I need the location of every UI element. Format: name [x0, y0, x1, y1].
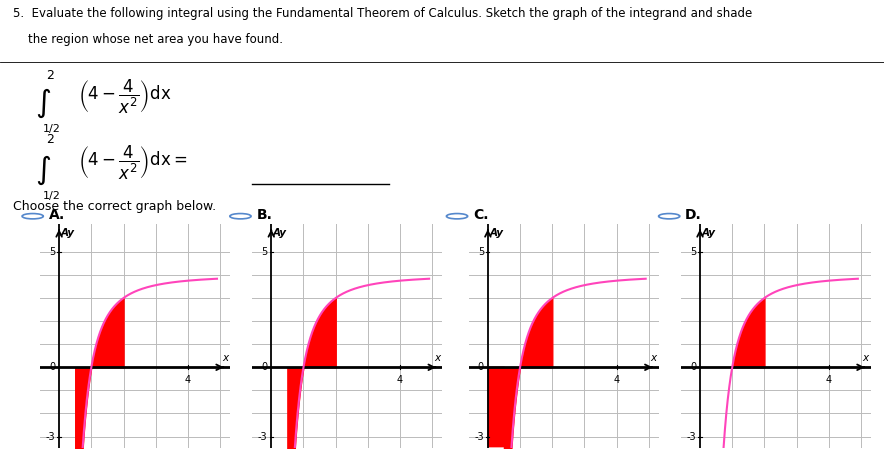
Text: 1/2: 1/2 — [42, 191, 60, 201]
Text: 0: 0 — [50, 362, 55, 372]
Text: 2: 2 — [46, 69, 54, 82]
Text: 4: 4 — [185, 375, 191, 385]
Text: 4: 4 — [613, 375, 620, 385]
Text: Ay: Ay — [490, 228, 504, 238]
Text: 4: 4 — [397, 375, 403, 385]
Text: -3: -3 — [46, 432, 55, 442]
Text: 0: 0 — [478, 362, 484, 372]
Text: 0: 0 — [262, 362, 267, 372]
Text: -3: -3 — [687, 432, 696, 442]
Text: $\left(4-\dfrac{4}{x^2}\right){\rm dx} = $: $\left(4-\dfrac{4}{x^2}\right){\rm dx} =… — [78, 144, 187, 182]
Text: Choose the correct graph below.: Choose the correct graph below. — [13, 200, 217, 213]
Text: C.: C. — [473, 208, 489, 222]
Text: 0: 0 — [690, 362, 696, 372]
Text: 5: 5 — [261, 247, 267, 257]
Text: -3: -3 — [258, 432, 267, 442]
Text: ∫: ∫ — [35, 155, 51, 184]
Text: Ay: Ay — [61, 228, 75, 238]
Text: A.: A. — [49, 208, 65, 222]
Text: B.: B. — [256, 208, 272, 222]
Text: x: x — [651, 353, 657, 363]
Text: 5.  Evaluate the following integral using the Fundamental Theorem of Calculus. S: 5. Evaluate the following integral using… — [13, 6, 752, 20]
Text: 5: 5 — [49, 247, 55, 257]
Text: $\left(4-\dfrac{4}{x^2}\right){\rm dx}$: $\left(4-\dfrac{4}{x^2}\right){\rm dx}$ — [78, 78, 171, 116]
Text: D.: D. — [685, 208, 702, 222]
Text: 5: 5 — [690, 247, 696, 257]
Text: 1/2: 1/2 — [42, 124, 60, 134]
Text: 4: 4 — [826, 375, 832, 385]
Text: -3: -3 — [475, 432, 484, 442]
Text: x: x — [863, 353, 869, 363]
Text: x: x — [222, 353, 228, 363]
Text: 2: 2 — [46, 133, 54, 146]
Text: 5: 5 — [477, 247, 484, 257]
Text: Ay: Ay — [702, 228, 716, 238]
Text: ∫: ∫ — [35, 89, 51, 118]
Text: x: x — [434, 353, 440, 363]
Text: the region whose net area you have found.: the region whose net area you have found… — [13, 33, 283, 46]
Text: Ay: Ay — [273, 228, 287, 238]
